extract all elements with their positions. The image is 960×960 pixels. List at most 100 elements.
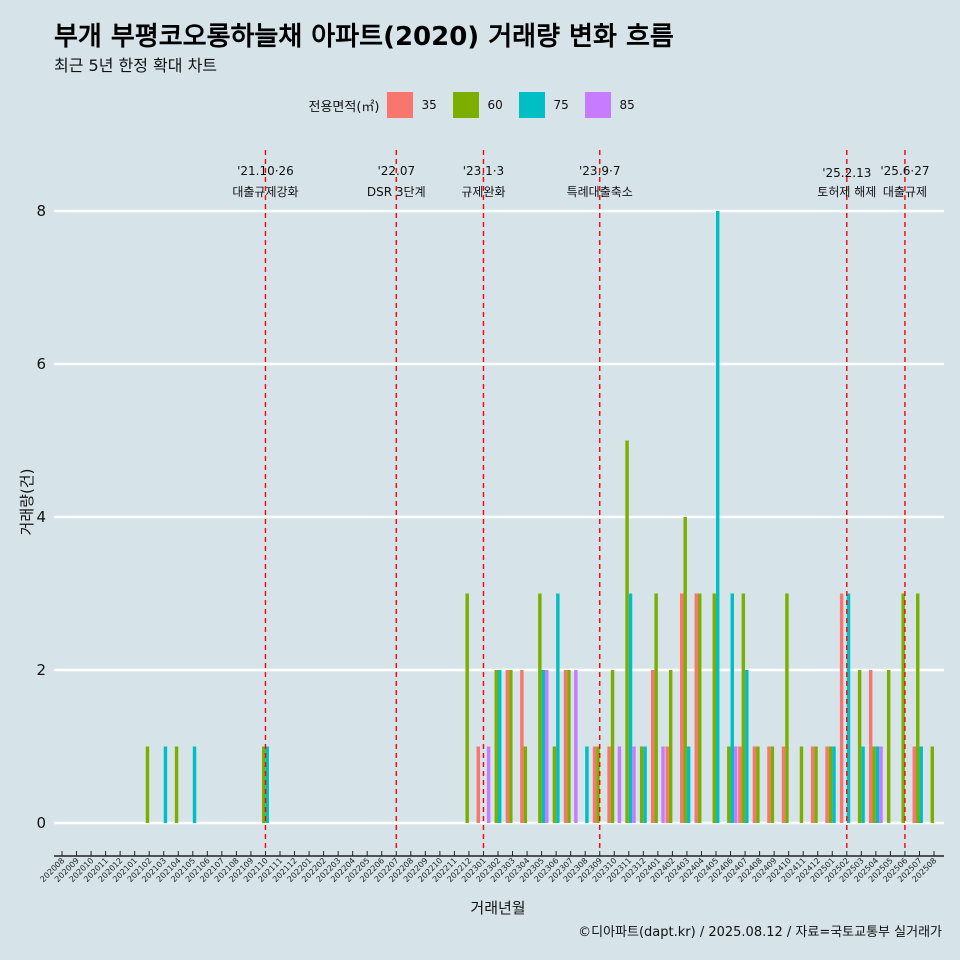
bar-202305-60 — [538, 593, 542, 823]
bar-202212-60 — [465, 593, 469, 823]
bar-202305-85 — [545, 670, 549, 823]
bar-202412-35 — [810, 746, 815, 823]
legend-label-35: 35 — [421, 98, 437, 112]
bar-202110-75 — [265, 746, 269, 823]
bar-202312-60 — [639, 746, 644, 823]
bar-202504-75 — [875, 746, 880, 823]
event-label-202506: 대출규제 — [883, 185, 927, 199]
legend: 전용면적(㎡) 35 60 75 85 — [0, 92, 960, 118]
bar-202407-35 — [738, 746, 742, 823]
event-date-202301: '23.1·3 — [463, 164, 504, 178]
bar-202408-60 — [756, 746, 760, 823]
bar-202506-60 — [901, 593, 905, 823]
bar-202306-75 — [556, 593, 560, 823]
event-label-202207: DSR 3단계 — [367, 185, 426, 199]
event-label-202502: 토허제 해제 — [817, 185, 876, 199]
bar-202302-75 — [498, 670, 502, 823]
event-date-202207: '22.07 — [377, 164, 415, 178]
y-tick-label-6: 6 — [36, 355, 46, 373]
bar-202403-35 — [680, 593, 684, 823]
bar-202309-60 — [596, 746, 600, 823]
bars — [145, 211, 934, 823]
x-axis-title: 거래년월 — [470, 899, 525, 917]
bar-202403-75 — [686, 746, 691, 823]
bar-202402-60 — [668, 670, 673, 823]
legend-item-75: 75 — [519, 92, 575, 118]
bar-202502-35 — [839, 593, 844, 823]
bar-202503-75 — [861, 746, 865, 823]
bar-202303-60 — [509, 670, 513, 823]
bar-202410-60 — [785, 593, 789, 823]
bar-202110-60 — [262, 746, 266, 823]
legend-swatch-35 — [387, 92, 414, 118]
legend-swatch-60 — [453, 92, 480, 118]
bar-202310-85 — [617, 746, 622, 823]
legend-item-85: 85 — [585, 92, 641, 118]
bar-202501-35 — [825, 746, 829, 823]
bar-202311-85 — [632, 746, 636, 823]
bar-202507-75 — [919, 746, 923, 823]
legend-swatch-85 — [585, 92, 612, 118]
legend-item-60: 60 — [453, 92, 509, 118]
chart-subtitle: 최근 5년 한정 확대 차트 — [54, 56, 218, 75]
bar-202309-35 — [592, 746, 597, 823]
bar-202307-85 — [574, 670, 578, 823]
bar-202503-60 — [857, 670, 862, 823]
bar-202504-85 — [879, 746, 883, 823]
bar-202305-75 — [541, 670, 546, 823]
bar-202312-75 — [643, 746, 647, 823]
bar-202306-60 — [552, 746, 557, 823]
bar-202310-35 — [607, 746, 611, 823]
bar-202404-35 — [694, 593, 699, 823]
y-tick-label-0: 0 — [36, 814, 46, 832]
event-label-202301: 규제완화 — [461, 185, 505, 199]
event-date-202502: '25.2.13 — [822, 166, 871, 180]
bar-202401-35 — [650, 670, 655, 823]
bar-202307-60 — [567, 670, 571, 823]
bar-202401-85 — [661, 746, 665, 823]
bar-202103-75 — [163, 746, 168, 823]
caption: ©디아파트(dapt.kr) / 2025.08.12 / 자료=국토교통부 실… — [578, 925, 942, 940]
legend-title: 전용면적(㎡) — [308, 99, 380, 115]
bar-202301-85 — [486, 746, 491, 823]
bar-202311-60 — [625, 440, 629, 823]
bar-202407-60 — [741, 593, 746, 823]
bar-202304-35 — [520, 670, 524, 823]
bar-202402-35 — [665, 746, 669, 823]
legend-label-85: 85 — [619, 98, 635, 112]
bar-202410-35 — [781, 746, 786, 823]
bar-202301-35 — [476, 746, 481, 823]
bar-202409-35 — [767, 746, 771, 823]
bar-202102-60 — [145, 746, 150, 823]
y-axis-title: 거래량(건) — [18, 469, 36, 536]
event-label-202309: 특례대출축소 — [567, 185, 633, 199]
y-tick-label-8: 8 — [36, 202, 46, 220]
bar-202403-60 — [683, 517, 687, 823]
legend-item-35: 35 — [387, 92, 443, 118]
bar-202508-60 — [930, 746, 934, 823]
legend-label-75: 75 — [553, 98, 569, 112]
event-label-202110: 대출규제강화 — [232, 185, 298, 199]
bar-202507-35 — [912, 746, 917, 823]
y-tick-label-2: 2 — [36, 661, 46, 679]
event-markers: '21.10·26 대출규제강화 '22.07 DSR 3단계 '23.1·3 규제완화 '… — [232, 150, 929, 850]
bar-202405-75 — [716, 211, 720, 823]
bar-202502-75 — [846, 593, 851, 823]
y-tick-label-4: 4 — [36, 508, 46, 526]
bar-202406-60 — [727, 746, 731, 823]
bar-202406-75 — [730, 593, 734, 823]
bar-202407-75 — [745, 670, 749, 823]
bar-202405-60 — [712, 593, 716, 823]
bar-202401-60 — [654, 593, 658, 823]
bar-202105-75 — [192, 746, 197, 823]
bar-202408-35 — [752, 746, 757, 823]
bar-202404-60 — [698, 593, 702, 823]
bar-202505-60 — [886, 670, 891, 823]
event-date-202110: '21.10·26 — [237, 164, 294, 178]
legend-label-60: 60 — [487, 98, 503, 112]
bar-202409-60 — [770, 746, 775, 823]
bar-202308-75 — [585, 746, 589, 823]
bar-202507-60 — [916, 593, 920, 823]
bar-202411-60 — [799, 746, 804, 823]
